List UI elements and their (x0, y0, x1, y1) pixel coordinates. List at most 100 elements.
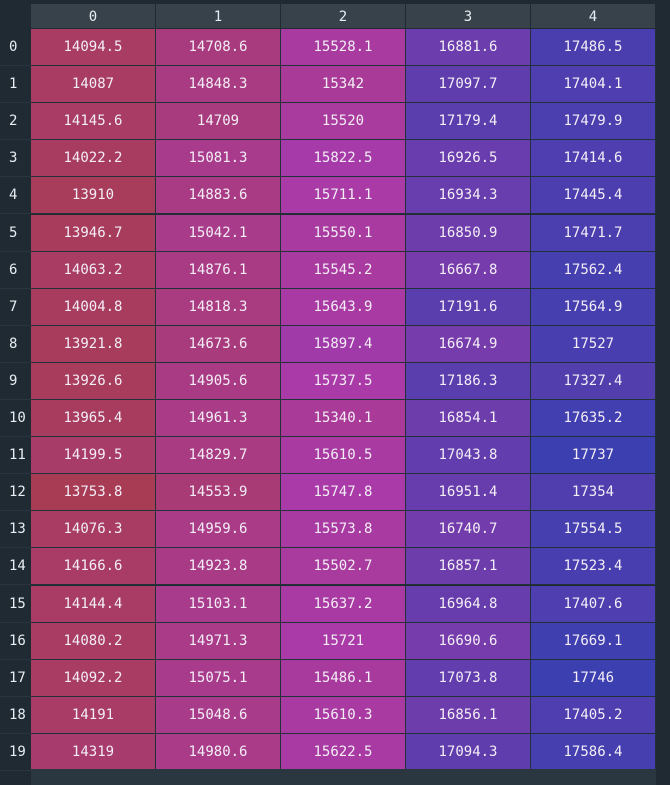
table-cell[interactable]: 17523.4 (531, 548, 656, 586)
table-cell[interactable]: 15342 (281, 66, 406, 104)
table-cell[interactable]: 14094.5 (31, 29, 156, 66)
table-cell[interactable]: 15610.3 (281, 696, 406, 734)
row-header-17[interactable]: 17 (0, 659, 31, 697)
table-cell[interactable]: 13921.8 (31, 325, 156, 363)
table-cell[interactable]: 17737 (531, 437, 656, 475)
table-cell[interactable]: 15721 (281, 622, 406, 660)
table-cell[interactable]: 14166.6 (31, 548, 156, 586)
row-header-4[interactable]: 4 (0, 177, 31, 215)
table-cell[interactable]: 13946.7 (31, 214, 156, 252)
table-cell[interactable]: 14063.2 (31, 251, 156, 289)
row-header-16[interactable]: 16 (0, 622, 31, 660)
table-cell[interactable]: 15622.5 (281, 733, 406, 771)
table-cell[interactable]: 14818.3 (156, 288, 281, 326)
row-header-5[interactable]: 5 (0, 214, 31, 252)
table-cell[interactable]: 16854.1 (406, 400, 531, 437)
horizontal-scrollbar[interactable] (31, 769, 656, 785)
table-cell[interactable]: 14961.3 (156, 400, 281, 437)
table-cell[interactable]: 17327.4 (531, 362, 656, 400)
table-cell[interactable]: 15737.5 (281, 362, 406, 400)
table-cell[interactable]: 15637.2 (281, 585, 406, 623)
table-cell[interactable]: 14971.3 (156, 622, 281, 660)
table-cell[interactable]: 15822.5 (281, 140, 406, 178)
table-cell[interactable]: 14004.8 (31, 288, 156, 326)
table-cell[interactable]: 16951.4 (406, 474, 531, 512)
table-cell[interactable]: 17486.5 (531, 29, 656, 66)
row-header-13[interactable]: 13 (0, 511, 31, 549)
table-cell[interactable]: 15486.1 (281, 659, 406, 697)
table-cell[interactable]: 13926.6 (31, 362, 156, 400)
table-cell[interactable]: 16850.9 (406, 214, 531, 252)
table-cell[interactable]: 14673.6 (156, 325, 281, 363)
table-cell[interactable]: 16881.6 (406, 29, 531, 66)
table-cell[interactable]: 15075.1 (156, 659, 281, 697)
table-cell[interactable]: 15042.1 (156, 214, 281, 252)
table-cell[interactable]: 17073.8 (406, 659, 531, 697)
table-cell[interactable]: 14905.6 (156, 362, 281, 400)
row-header-2[interactable]: 2 (0, 103, 31, 141)
table-cell[interactable]: 15520 (281, 103, 406, 141)
table-cell[interactable]: 13910 (31, 177, 156, 215)
table-cell[interactable]: 17527 (531, 325, 656, 363)
table-cell[interactable]: 16926.5 (406, 140, 531, 178)
row-header-9[interactable]: 9 (0, 362, 31, 400)
table-cell[interactable]: 15545.2 (281, 251, 406, 289)
column-header-4[interactable]: 4 (531, 4, 656, 29)
column-header-2[interactable]: 2 (281, 4, 406, 29)
table-cell[interactable]: 14092.2 (31, 659, 156, 697)
table-cell[interactable]: 16667.8 (406, 251, 531, 289)
row-header-8[interactable]: 8 (0, 325, 31, 363)
table-cell[interactable]: 16857.1 (406, 548, 531, 586)
table-cell[interactable]: 14076.3 (31, 511, 156, 549)
row-header-0[interactable]: 0 (0, 29, 31, 66)
table-cell[interactable]: 17097.7 (406, 66, 531, 104)
table-cell[interactable]: 17354 (531, 474, 656, 512)
row-header-3[interactable]: 3 (0, 140, 31, 178)
row-header-15[interactable]: 15 (0, 585, 31, 623)
table-cell[interactable]: 17186.3 (406, 362, 531, 400)
table-cell[interactable]: 17564.9 (531, 288, 656, 326)
row-header-14[interactable]: 14 (0, 548, 31, 586)
table-cell[interactable]: 17586.4 (531, 733, 656, 771)
table-cell[interactable]: 15711.1 (281, 177, 406, 215)
table-cell[interactable]: 14848.3 (156, 66, 281, 104)
table-cell[interactable]: 17562.4 (531, 251, 656, 289)
table-cell[interactable]: 17635.2 (531, 400, 656, 437)
row-header-6[interactable]: 6 (0, 251, 31, 289)
table-cell[interactable]: 13753.8 (31, 474, 156, 512)
table-cell[interactable]: 17407.6 (531, 585, 656, 623)
table-cell[interactable]: 16740.7 (406, 511, 531, 549)
table-cell[interactable]: 17479.9 (531, 103, 656, 141)
row-header-11[interactable]: 11 (0, 437, 31, 475)
row-header-1[interactable]: 1 (0, 66, 31, 104)
table-cell[interactable]: 17746 (531, 659, 656, 697)
table-cell[interactable]: 16934.3 (406, 177, 531, 215)
row-header-19[interactable]: 19 (0, 733, 31, 771)
row-header-10[interactable]: 10 (0, 400, 31, 437)
table-cell[interactable]: 15573.8 (281, 511, 406, 549)
table-cell[interactable]: 15048.6 (156, 696, 281, 734)
table-cell[interactable]: 15103.1 (156, 585, 281, 623)
table-cell[interactable]: 13965.4 (31, 400, 156, 437)
column-header-1[interactable]: 1 (156, 4, 281, 29)
table-cell[interactable]: 14080.2 (31, 622, 156, 660)
row-header-18[interactable]: 18 (0, 696, 31, 734)
table-cell[interactable]: 16964.8 (406, 585, 531, 623)
column-header-0[interactable]: 0 (31, 4, 156, 29)
table-cell[interactable]: 17094.3 (406, 733, 531, 771)
table-cell[interactable]: 15550.1 (281, 214, 406, 252)
table-cell[interactable]: 17445.4 (531, 177, 656, 215)
table-cell[interactable]: 14144.4 (31, 585, 156, 623)
table-cell[interactable]: 15528.1 (281, 29, 406, 66)
table-cell[interactable]: 14980.6 (156, 733, 281, 771)
table-cell[interactable]: 15610.5 (281, 437, 406, 475)
table-cell[interactable]: 17669.1 (531, 622, 656, 660)
table-cell[interactable]: 15897.4 (281, 325, 406, 363)
table-cell[interactable]: 17179.4 (406, 103, 531, 141)
table-cell[interactable]: 17405.2 (531, 696, 656, 734)
column-header-3[interactable]: 3 (406, 4, 531, 29)
table-cell[interactable]: 14553.9 (156, 474, 281, 512)
row-header-12[interactable]: 12 (0, 474, 31, 512)
table-cell[interactable]: 14876.1 (156, 251, 281, 289)
table-cell[interactable]: 14191 (31, 696, 156, 734)
